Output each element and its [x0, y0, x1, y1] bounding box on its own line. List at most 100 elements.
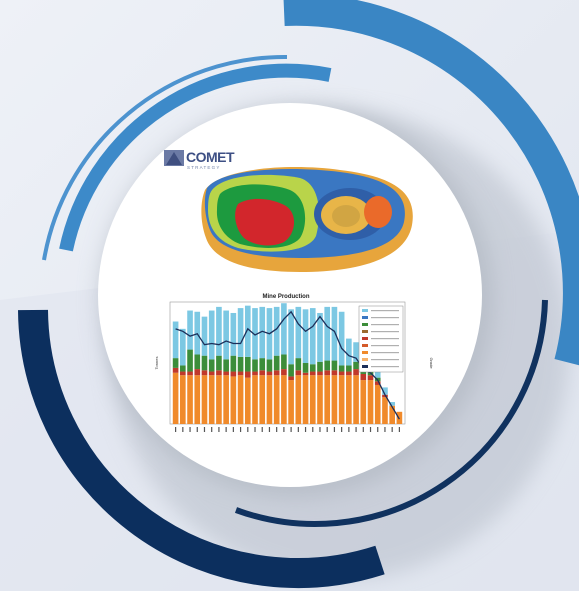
bar-s1-26 [360, 373, 367, 381]
thin-arc-left [42, 54, 288, 261]
x-tick-19 [312, 427, 314, 432]
bar-s0-19 [309, 375, 316, 424]
bar-s3-11 [252, 308, 258, 360]
x-tick-29 [384, 427, 386, 432]
logo-tagline: STRATEGY [187, 165, 221, 170]
bar-s3-12 [259, 306, 266, 359]
bar-s1-2 [187, 371, 193, 376]
y-axis-label: Tonnes [154, 357, 159, 370]
bar-s3-25 [353, 342, 359, 362]
x-tick-16 [290, 427, 292, 432]
legend-label-placeholder-4 [371, 338, 399, 340]
bar-s1-19 [309, 371, 316, 376]
x-tick-18 [304, 427, 307, 432]
bar-s3-6 [216, 306, 222, 356]
bar-s0-18 [302, 375, 309, 424]
legend-swatch-8 [362, 365, 368, 368]
bar-s3-23 [338, 311, 345, 366]
bar-s2-0 [172, 358, 179, 368]
bar-s3-0 [172, 321, 179, 359]
bar-s0-21 [324, 375, 331, 424]
bar-s2-9 [237, 356, 244, 372]
bar-s0-17 [295, 375, 302, 424]
bar-s3-2 [187, 310, 193, 350]
x-tick-24 [348, 427, 350, 432]
bar-s2-25 [353, 361, 359, 370]
bar-s0-6 [216, 375, 222, 424]
bar-s1-3 [194, 369, 201, 376]
bar-s2-3 [194, 354, 201, 370]
x-tick-1 [182, 427, 184, 432]
bar-s1-7 [223, 371, 229, 376]
bar-s0-22 [331, 375, 338, 424]
bar-s3-30 [389, 402, 395, 406]
bar-s0-0 [172, 372, 179, 424]
legend-swatch-3 [362, 330, 368, 333]
bar-s1-22 [331, 370, 338, 376]
x-tick-0 [175, 427, 177, 432]
x-tick-20 [319, 427, 321, 432]
bar-s1-27 [367, 375, 374, 381]
logo: COMET STRATEGY [164, 149, 236, 170]
legend-label-placeholder-8 [371, 366, 399, 368]
x-tick-17 [297, 427, 299, 432]
bar-s2-22 [331, 360, 338, 371]
x-tick-8 [232, 427, 234, 432]
bar-s3-17 [295, 306, 302, 359]
bar-s2-11 [252, 359, 258, 372]
bar-s2-18 [302, 363, 309, 373]
x-ticks-group [175, 427, 400, 432]
legend-swatch-6 [362, 351, 368, 354]
bar-s1-24 [346, 371, 352, 376]
bar-s0-12 [259, 375, 266, 424]
bar-s0-9 [237, 375, 244, 424]
x-tick-12 [261, 427, 263, 432]
bar-s3-15 [281, 303, 287, 355]
legend-label-placeholder-7 [371, 359, 399, 361]
bar-s1-16 [288, 376, 294, 381]
bar-s1-0 [172, 367, 179, 373]
bar-s1-8 [230, 371, 237, 377]
outer-arc-dark [18, 309, 385, 588]
bar-s0-15 [281, 375, 287, 424]
bar-s0-24 [346, 375, 352, 424]
bar-s1-23 [338, 371, 345, 376]
x-tick-9 [239, 427, 242, 432]
x-tick-3 [196, 427, 198, 432]
bar-s2-5 [208, 359, 215, 372]
bar-s3-24 [346, 338, 352, 366]
bar-s3-7 [223, 310, 229, 360]
bar-s1-4 [201, 370, 208, 376]
bar-s0-23 [338, 375, 345, 424]
bar-s2-23 [338, 365, 345, 372]
legend [358, 305, 404, 373]
bar-s2-6 [216, 355, 222, 371]
bar-s1-15 [281, 369, 287, 376]
bar-s0-1 [180, 375, 186, 424]
bar-s3-4 [201, 316, 208, 356]
bar-s3-22 [331, 306, 338, 361]
bar-s2-19 [309, 364, 316, 372]
bar-s2-20 [317, 361, 323, 372]
legend-swatch-5 [362, 344, 368, 347]
bar-s3-5 [208, 310, 215, 360]
bar-s2-2 [187, 349, 193, 372]
bar-s1-13 [266, 371, 273, 376]
bar-s0-4 [201, 375, 208, 424]
bar-s3-16 [288, 309, 294, 365]
bar-s0-20 [317, 375, 323, 424]
bar-s1-12 [259, 370, 266, 376]
bar-s0-27 [367, 380, 374, 424]
bar-s0-10 [244, 377, 251, 424]
legend-swatch-0 [362, 309, 368, 312]
x-tick-5 [211, 427, 213, 432]
pit-right-center [332, 205, 360, 227]
bar-s3-20 [317, 312, 323, 362]
bar-s2-16 [288, 364, 294, 377]
logo-name: COMET [186, 149, 235, 165]
pit-right-orange [364, 196, 392, 228]
bar-s2-12 [259, 358, 266, 371]
chart-title: Mine Production [263, 294, 310, 300]
bar-s2-15 [281, 354, 287, 370]
